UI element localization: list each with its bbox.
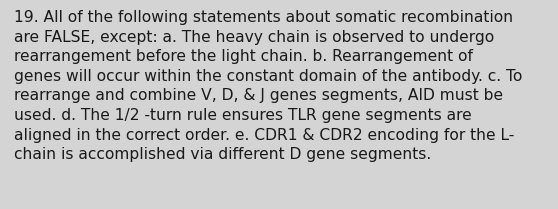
Text: 19. All of the following statements about somatic recombination
are FALSE, excep: 19. All of the following statements abou… — [14, 10, 522, 162]
